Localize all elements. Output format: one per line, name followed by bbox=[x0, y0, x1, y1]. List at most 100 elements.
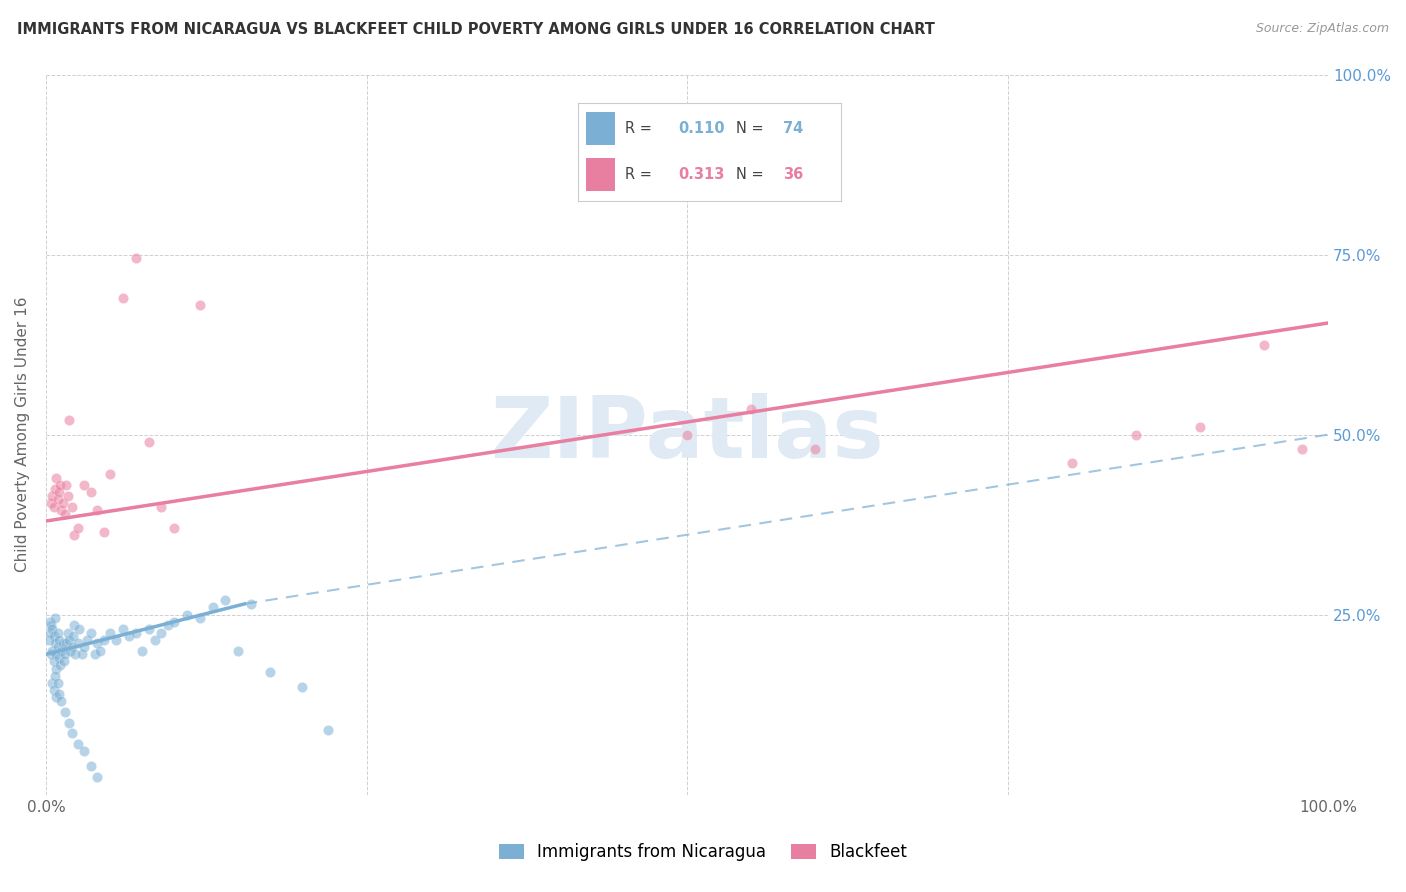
Point bbox=[39, 618, 62, 632]
Point bbox=[52, 655, 75, 669]
Point bbox=[51, 643, 73, 657]
Point bbox=[65, 647, 87, 661]
Point bbox=[1060, 457, 1083, 471]
Point bbox=[42, 683, 65, 698]
Point bbox=[214, 593, 236, 607]
Point bbox=[46, 492, 69, 507]
Point bbox=[73, 744, 96, 758]
Point bbox=[46, 640, 69, 654]
Point bbox=[53, 647, 76, 661]
Point bbox=[45, 690, 67, 705]
Point bbox=[48, 687, 70, 701]
Point bbox=[80, 759, 103, 773]
Point bbox=[98, 625, 121, 640]
Point bbox=[125, 251, 148, 265]
Legend: Immigrants from Nicaragua, Blackfeet: Immigrants from Nicaragua, Blackfeet bbox=[492, 837, 914, 868]
Point bbox=[1253, 337, 1275, 351]
Point bbox=[49, 658, 72, 673]
Point bbox=[63, 528, 86, 542]
Point bbox=[138, 622, 160, 636]
Point bbox=[52, 636, 75, 650]
Point bbox=[53, 705, 76, 719]
Point bbox=[105, 632, 128, 647]
Point bbox=[48, 485, 70, 500]
Point bbox=[163, 521, 186, 535]
Point bbox=[58, 715, 80, 730]
Point bbox=[66, 737, 89, 751]
Point bbox=[188, 298, 211, 312]
Point bbox=[62, 629, 84, 643]
Point bbox=[51, 694, 73, 708]
Point bbox=[41, 622, 63, 636]
Point bbox=[131, 643, 153, 657]
Point bbox=[42, 629, 65, 643]
Point bbox=[41, 643, 63, 657]
Point bbox=[39, 496, 62, 510]
Point bbox=[1125, 427, 1147, 442]
Point bbox=[59, 643, 82, 657]
Point bbox=[56, 489, 79, 503]
Point bbox=[63, 618, 86, 632]
Point bbox=[48, 651, 70, 665]
Point bbox=[156, 618, 179, 632]
Point bbox=[150, 500, 173, 514]
Point bbox=[125, 625, 148, 640]
Point bbox=[86, 636, 108, 650]
Point bbox=[44, 636, 66, 650]
Point bbox=[80, 625, 103, 640]
Text: ZIPatlas: ZIPatlas bbox=[491, 393, 884, 476]
Point bbox=[291, 680, 314, 694]
Point bbox=[55, 636, 77, 650]
Point bbox=[42, 655, 65, 669]
Point bbox=[60, 640, 83, 654]
Point bbox=[38, 615, 60, 629]
Point bbox=[53, 507, 76, 521]
Point bbox=[44, 482, 66, 496]
Point bbox=[316, 723, 339, 737]
Point bbox=[676, 427, 699, 442]
Point bbox=[150, 625, 173, 640]
Point bbox=[38, 632, 60, 647]
Point bbox=[240, 597, 263, 611]
Point bbox=[60, 726, 83, 740]
Point bbox=[60, 500, 83, 514]
Point bbox=[76, 632, 98, 647]
Point bbox=[226, 643, 249, 657]
Point bbox=[86, 503, 108, 517]
Point bbox=[58, 413, 80, 427]
Point bbox=[1291, 442, 1313, 456]
Point bbox=[93, 632, 115, 647]
Point bbox=[73, 640, 96, 654]
Point bbox=[49, 478, 72, 492]
Point bbox=[138, 434, 160, 449]
Point bbox=[45, 471, 67, 485]
Point bbox=[45, 647, 67, 661]
Point bbox=[51, 503, 73, 517]
Point bbox=[93, 524, 115, 539]
Point bbox=[259, 665, 281, 680]
Point bbox=[67, 622, 90, 636]
Text: Source: ZipAtlas.com: Source: ZipAtlas.com bbox=[1256, 22, 1389, 36]
Point bbox=[42, 500, 65, 514]
Point bbox=[41, 676, 63, 690]
Point bbox=[143, 632, 166, 647]
Point bbox=[111, 291, 134, 305]
Point bbox=[188, 611, 211, 625]
Point bbox=[46, 676, 69, 690]
Point bbox=[56, 625, 79, 640]
Point bbox=[46, 625, 69, 640]
Point bbox=[44, 669, 66, 683]
Point bbox=[45, 662, 67, 676]
Point bbox=[70, 647, 93, 661]
Point bbox=[1188, 420, 1211, 434]
Point bbox=[48, 632, 70, 647]
Point bbox=[201, 600, 224, 615]
Text: IMMIGRANTS FROM NICARAGUA VS BLACKFEET CHILD POVERTY AMONG GIRLS UNDER 16 CORREL: IMMIGRANTS FROM NICARAGUA VS BLACKFEET C… bbox=[17, 22, 935, 37]
Point bbox=[86, 770, 108, 784]
Point bbox=[52, 496, 75, 510]
Point bbox=[66, 636, 89, 650]
Point bbox=[83, 647, 105, 661]
Point bbox=[39, 647, 62, 661]
Y-axis label: Child Poverty Among Girls Under 16: Child Poverty Among Girls Under 16 bbox=[15, 297, 30, 573]
Point bbox=[176, 607, 198, 622]
